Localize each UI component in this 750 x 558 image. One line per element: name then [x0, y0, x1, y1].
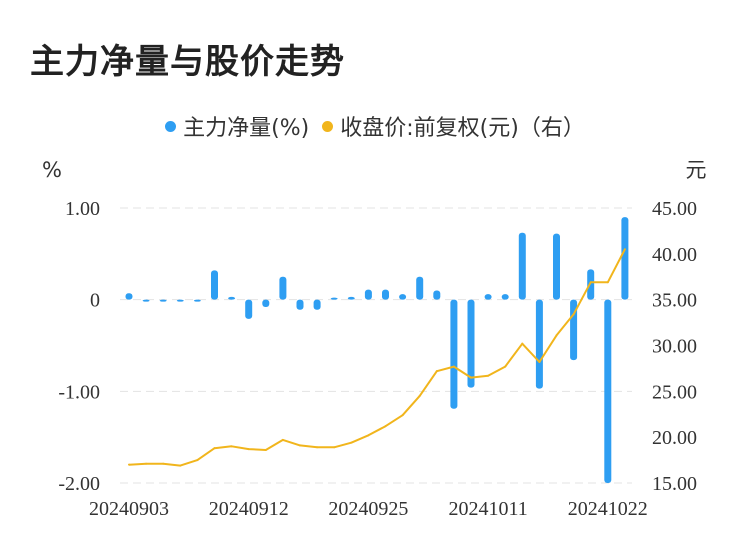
bar: [399, 294, 407, 300]
x-tick-label: 20241022: [568, 498, 648, 520]
right-tick-label: 25.00: [652, 381, 697, 403]
legend-item-close-price[interactable]: 收盘价:前复权(元)（右）: [322, 110, 585, 142]
price-point: [435, 370, 438, 373]
price-point: [470, 376, 472, 379]
bar: [347, 296, 355, 300]
bar: [142, 299, 150, 302]
bar: [330, 297, 338, 300]
right-tick-label: 35.00: [652, 290, 697, 312]
price-point: [367, 434, 370, 437]
left-tick-label: 0: [90, 290, 100, 312]
legend-dot-bar: [165, 120, 177, 132]
x-tick-label: 20240925: [328, 498, 408, 520]
x-tick-label: 20240903: [89, 498, 169, 520]
bar: [604, 299, 612, 483]
left-tick-label: -2.00: [58, 473, 100, 495]
bar: [176, 299, 184, 302]
bar: [382, 289, 389, 300]
axis-labels: 1.00 0 -1.00 -2.00 45.00 40.00 35.00 30.00 25.00…: [58, 198, 697, 520]
price-point: [487, 374, 490, 377]
price-point: [162, 462, 165, 465]
right-tick-label: 40.00: [652, 244, 697, 266]
legend-label-net-volume: 主力净量(%): [183, 116, 310, 141]
price-point: [333, 446, 336, 449]
legend-label-close-price: 收盘价:前复权(元)（右）: [340, 116, 585, 141]
price-point: [384, 425, 387, 428]
price-point: [401, 414, 404, 417]
right-tick-label: 20.00: [652, 427, 697, 449]
price-point: [299, 444, 301, 447]
gridlines: [120, 207, 632, 484]
bar: [364, 289, 372, 300]
price-line: [128, 248, 626, 467]
left-tick-label: -1.00: [58, 381, 100, 403]
price-point: [350, 441, 353, 444]
bar: [416, 276, 424, 300]
price-point: [179, 464, 182, 467]
legend: 主力净量(%) 收盘价:前复权(元)（右）: [0, 110, 750, 142]
bar: [245, 299, 253, 319]
x-tick-label: 20240912: [209, 498, 289, 520]
price-point: [281, 438, 284, 441]
x-tick-label: 20241011: [448, 498, 527, 520]
price-point: [623, 248, 626, 251]
chart-title: 主力净量与股价走势: [30, 42, 345, 82]
price-point: [418, 394, 421, 397]
price-point: [589, 281, 592, 284]
bar: [570, 299, 578, 361]
price-point: [145, 462, 148, 465]
bar: [159, 299, 167, 302]
bar: [193, 299, 201, 302]
bar: [535, 299, 543, 389]
bar: [125, 293, 133, 300]
bar: [450, 299, 458, 409]
legend-item-net-volume[interactable]: 主力净量(%): [165, 110, 309, 142]
bar-series: [125, 217, 629, 483]
bar: [501, 294, 509, 300]
price-point: [452, 365, 455, 368]
bar: [518, 232, 526, 300]
price-point: [230, 445, 233, 448]
price-point: [504, 365, 507, 368]
bar: [553, 233, 560, 300]
left-axis-unit: %: [42, 158, 62, 182]
bar: [484, 294, 492, 300]
right-tick-label: 30.00: [652, 336, 697, 358]
right-axis-unit: 元: [686, 158, 707, 182]
price-point: [538, 361, 541, 363]
right-tick-label: 45.00: [652, 198, 697, 220]
bar: [433, 290, 441, 300]
left-tick-label: 1.00: [65, 198, 100, 220]
bar: [313, 299, 321, 310]
price-point: [128, 463, 130, 466]
line-series: [128, 248, 626, 467]
bar: [587, 269, 595, 300]
legend-dot-line: [322, 120, 334, 132]
price-point: [316, 446, 319, 449]
price-point: [555, 334, 558, 337]
bar: [296, 299, 304, 310]
bar: [211, 270, 218, 300]
price-point: [264, 449, 267, 451]
bar: [279, 276, 287, 300]
bar: [262, 299, 270, 307]
price-point: [196, 459, 199, 462]
price-point: [572, 313, 575, 316]
price-point: [247, 448, 250, 451]
bar: [228, 296, 236, 300]
bar: [467, 299, 475, 388]
price-point: [521, 342, 524, 345]
right-tick-label: 15.00: [652, 473, 697, 495]
price-point: [606, 281, 609, 284]
bar: [621, 217, 629, 300]
price-point: [213, 447, 216, 450]
